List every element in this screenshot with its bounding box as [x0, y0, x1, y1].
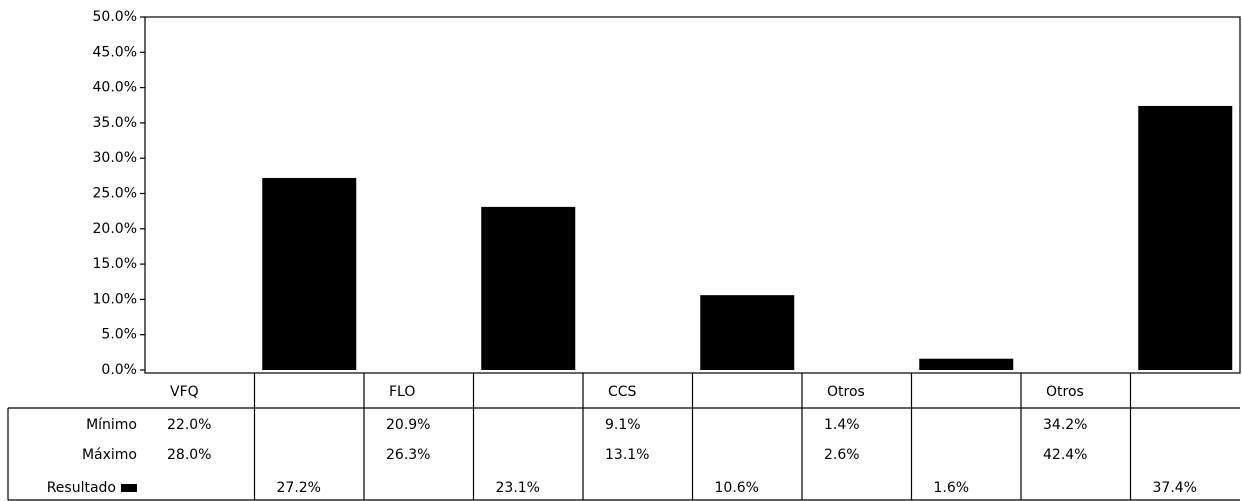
value-label: 1.4%	[824, 417, 860, 433]
bar	[919, 358, 1014, 370]
value-label: 28.0%	[167, 447, 211, 463]
value-label: 20.9%	[386, 417, 430, 433]
y-tick-label: 20.0%	[93, 221, 137, 237]
row-label: Resultado	[47, 480, 116, 496]
category-label: Otros	[1046, 384, 1084, 400]
y-tick-label: 35.0%	[93, 115, 137, 131]
y-tick-label: 10.0%	[93, 291, 137, 307]
value-label: 22.0%	[167, 417, 211, 433]
y-tick-label: 0.0%	[101, 362, 137, 378]
value-label: 26.3%	[386, 447, 430, 463]
y-tick-label: 50.0%	[93, 9, 137, 25]
row-label: Máximo	[82, 447, 137, 463]
value-label: 1.6%	[934, 480, 970, 496]
row-label: Mínimo	[86, 417, 137, 433]
bar	[481, 206, 576, 370]
value-label: 9.1%	[605, 417, 641, 433]
category-label: CCS	[608, 384, 637, 400]
value-label: 34.2%	[1043, 417, 1087, 433]
category-label: VFQ	[170, 384, 199, 400]
y-tick-label: 25.0%	[93, 186, 137, 202]
legend-swatch	[121, 484, 137, 492]
y-tick-label: 5.0%	[101, 327, 137, 343]
y-tick-label: 45.0%	[93, 44, 137, 60]
y-tick-label: 15.0%	[93, 256, 137, 272]
category-label: FLO	[389, 384, 415, 400]
value-label: 2.6%	[824, 447, 860, 463]
y-tick-label: 40.0%	[93, 80, 137, 96]
bar	[1138, 105, 1233, 371]
value-label: 10.6%	[715, 480, 759, 496]
y-tick-label: 30.0%	[93, 150, 137, 166]
value-label: 27.2%	[277, 480, 321, 496]
bar	[700, 295, 795, 370]
value-label: 42.4%	[1043, 447, 1087, 463]
category-label: Otros	[827, 384, 865, 400]
value-label: 23.1%	[496, 480, 540, 496]
value-label: 13.1%	[605, 447, 649, 463]
value-label: 37.4%	[1153, 480, 1197, 496]
bar	[262, 177, 357, 370]
